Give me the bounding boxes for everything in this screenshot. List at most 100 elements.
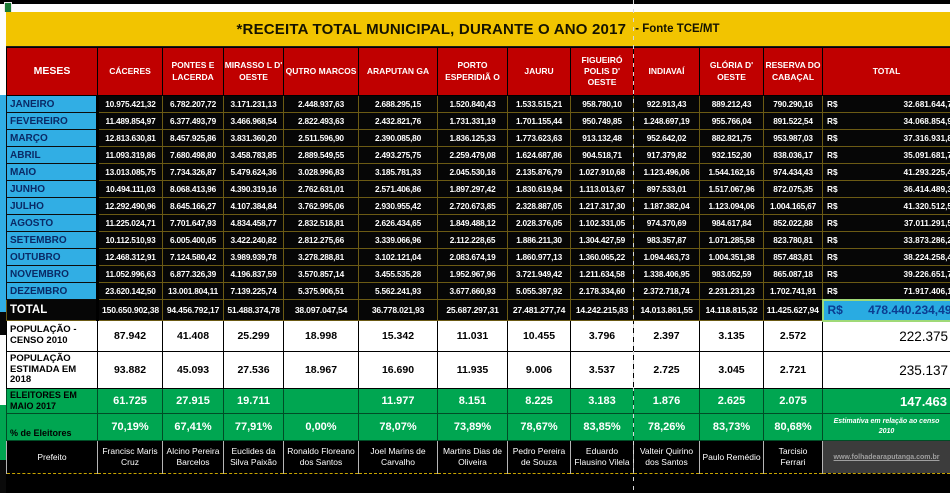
cell-junho-indiavai[interactable]: 897.533,01: [633, 180, 700, 198]
cell-population-2018-caceres[interactable]: 93.882: [97, 351, 163, 389]
cell-fevereiro-porto-esperidiao[interactable]: 1.731.331,19: [437, 112, 508, 130]
cell-agosto-indiavai[interactable]: 974.370,69: [633, 214, 700, 232]
cell-setembro-reserva-do-cabacal[interactable]: 823.780,81: [763, 231, 823, 249]
cell-agosto-reserva-do-cabacal[interactable]: 852.022,88: [763, 214, 823, 232]
cell-janeiro-jauru[interactable]: 1.533.515,21: [507, 95, 571, 113]
cell-fevereiro-indiavai[interactable]: 1.248.697,19: [633, 112, 700, 130]
cell-population-2010-indiavai[interactable]: 2.397: [633, 320, 700, 352]
cell-electors-gloria-d-oeste[interactable]: 2.625: [699, 388, 764, 414]
cell-total-caceres[interactable]: 150.650.902,38: [97, 299, 163, 321]
cell-outubro-mirassol-d-oeste[interactable]: 3.989.939,78: [223, 248, 284, 266]
cell-julho-caceres[interactable]: 12.292.490,96: [97, 197, 163, 215]
column-header-porto-esperidiao[interactable]: PORTO ESPERIDIÃ O: [437, 47, 508, 96]
cell-dezembro-indiavai[interactable]: 2.372.718,74: [633, 282, 700, 300]
cell-maio-total[interactable]: R$ 41.293.225,4: [822, 163, 950, 181]
cell-outubro-figueiropolis-d-oeste[interactable]: 1.360.065,22: [570, 248, 634, 266]
cell-janeiro-araputanga[interactable]: 2.688.295,15: [358, 95, 438, 113]
cell-junho-araputanga[interactable]: 2.571.406,86: [358, 180, 438, 198]
cell-novembro-indiavai[interactable]: 1.338.406,95: [633, 265, 700, 283]
cell-outubro-porto-esperidiao[interactable]: 2.083.674,19: [437, 248, 508, 266]
cell-dezembro-quatro-marcos[interactable]: 5.375.906,51: [283, 282, 359, 300]
cell-mayor-link[interactable]: www.folhadearaputanga.com.br: [822, 440, 950, 474]
month-label-dezembro[interactable]: DEZEMBRO: [6, 282, 99, 300]
cell-electors-figueiropolis-d-oeste[interactable]: 3.183: [570, 388, 634, 414]
cell-setembro-jauru[interactable]: 1.886.211,30: [507, 231, 571, 249]
cell-dezembro-caceres[interactable]: 23.620.142,50: [97, 282, 163, 300]
website-link[interactable]: www.folhadearaputanga.com.br: [833, 454, 940, 462]
cell-abril-mirassol-d-oeste[interactable]: 3.458.783,85: [223, 146, 284, 164]
column-header-total[interactable]: TOTAL: [822, 47, 950, 96]
cell-maio-mirassol-d-oeste[interactable]: 5.479.624,36: [223, 163, 284, 181]
cell-agosto-mirassol-d-oeste[interactable]: 4.834.458,77: [223, 214, 284, 232]
cell-maio-figueiropolis-d-oeste[interactable]: 1.027.910,68: [570, 163, 634, 181]
cell-total-quatro-marcos[interactable]: 38.097.047,54: [283, 299, 359, 321]
cell-electors-mirassol-d-oeste[interactable]: 19.711: [223, 388, 284, 414]
cell-electors-caceres[interactable]: 61.725: [97, 388, 163, 414]
cell-novembro-mirassol-d-oeste[interactable]: 4.196.837,59: [223, 265, 284, 283]
cell-janeiro-mirassol-d-oeste[interactable]: 3.171.231,13: [223, 95, 284, 113]
cell-fevereiro-quatro-marcos[interactable]: 2.822.493,63: [283, 112, 359, 130]
cell-novembro-araputanga[interactable]: 3.455.535,28: [358, 265, 438, 283]
cell-electors-reserva-do-cabacal[interactable]: 2.075: [763, 388, 823, 414]
cell-agosto-gloria-d-oeste[interactable]: 984.617,84: [699, 214, 764, 232]
cell-electors-pct-jauru[interactable]: 78,67%: [507, 413, 571, 441]
cell-electors-araputanga[interactable]: 11.977: [358, 388, 438, 414]
month-label-marco[interactable]: MARÇO: [6, 129, 99, 147]
cell-julho-total[interactable]: R$ 41.320.512,5: [822, 197, 950, 215]
cell-janeiro-figueiropolis-d-oeste[interactable]: 958.780,10: [570, 95, 634, 113]
cell-janeiro-total[interactable]: R$ 32.681.644,7: [822, 95, 950, 113]
column-header-indiavai[interactable]: INDIAVAÍ: [633, 47, 700, 96]
cell-marco-total[interactable]: R$ 37.316.931,8: [822, 129, 950, 147]
cell-setembro-figueiropolis-d-oeste[interactable]: 1.304.427,59: [570, 231, 634, 249]
cell-fevereiro-mirassol-d-oeste[interactable]: 3.466.968,54: [223, 112, 284, 130]
cell-marco-figueiropolis-d-oeste[interactable]: 913.132,48: [570, 129, 634, 147]
cell-total-indiavai[interactable]: 14.013.861,55: [633, 299, 700, 321]
cell-population-2018-pontes-e-lacerda[interactable]: 45.093: [162, 351, 224, 389]
cell-population-2010-total[interactable]: 222.375: [822, 320, 950, 352]
cell-novembro-gloria-d-oeste[interactable]: 983.052,59: [699, 265, 764, 283]
cell-dezembro-total[interactable]: R$ 71.917.406,1: [822, 282, 950, 300]
month-label-julho[interactable]: JULHO: [6, 197, 99, 215]
cell-electors-indiavai[interactable]: 1.876: [633, 388, 700, 414]
cell-janeiro-gloria-d-oeste[interactable]: 889.212,43: [699, 95, 764, 113]
cell-agosto-total[interactable]: R$ 37.011.291,5: [822, 214, 950, 232]
cell-setembro-total[interactable]: R$ 33.873.286,2: [822, 231, 950, 249]
cell-maio-araputanga[interactable]: 3.185.781,33: [358, 163, 438, 181]
cell-julho-gloria-d-oeste[interactable]: 1.123.094,06: [699, 197, 764, 215]
cell-total-figueiropolis-d-oeste[interactable]: 14.242.215,83: [570, 299, 634, 321]
cell-electors-pct-porto-esperidiao[interactable]: 73,89%: [437, 413, 508, 441]
cell-julho-quatro-marcos[interactable]: 3.762.995,06: [283, 197, 359, 215]
cell-population-2018-quatro-marcos[interactable]: 18.967: [283, 351, 359, 389]
cell-novembro-jauru[interactable]: 3.721.949,42: [507, 265, 571, 283]
total-row-label[interactable]: TOTAL: [6, 299, 99, 321]
cell-population-2010-jauru[interactable]: 10.455: [507, 320, 571, 352]
cell-novembro-quatro-marcos[interactable]: 3.570.857,14: [283, 265, 359, 283]
cell-outubro-jauru[interactable]: 1.860.977,13: [507, 248, 571, 266]
cell-agosto-porto-esperidiao[interactable]: 1.849.488,12: [437, 214, 508, 232]
cell-agosto-quatro-marcos[interactable]: 2.832.518,81: [283, 214, 359, 232]
cell-population-2018-gloria-d-oeste[interactable]: 3.045: [699, 351, 764, 389]
cell-junho-caceres[interactable]: 10.494.111,03: [97, 180, 163, 198]
cell-abril-pontes-e-lacerda[interactable]: 7.680.498,80: [162, 146, 224, 164]
column-header-pontes-e-lacerda[interactable]: PONTES E LACERDA: [162, 47, 224, 96]
cell-marco-gloria-d-oeste[interactable]: 882.821,75: [699, 129, 764, 147]
cell-total-pontes-e-lacerda[interactable]: 94.456.792,17: [162, 299, 224, 321]
cell-total-araputanga[interactable]: 36.778.021,93: [358, 299, 438, 321]
cell-julho-jauru[interactable]: 2.328.887,05: [507, 197, 571, 215]
cell-outubro-araputanga[interactable]: 3.102.121,04: [358, 248, 438, 266]
cell-novembro-total[interactable]: R$ 39.226.651,7: [822, 265, 950, 283]
cell-fevereiro-pontes-e-lacerda[interactable]: 6.377.493,79: [162, 112, 224, 130]
cell-abril-caceres[interactable]: 11.093.319,86: [97, 146, 163, 164]
cell-novembro-pontes-e-lacerda[interactable]: 6.877.326,39: [162, 265, 224, 283]
cell-electors-pct-caceres[interactable]: 70,19%: [97, 413, 163, 441]
cell-novembro-porto-esperidiao[interactable]: 1.952.967,96: [437, 265, 508, 283]
cell-dezembro-reserva-do-cabacal[interactable]: 1.702.741,91: [763, 282, 823, 300]
electors-label[interactable]: ELEITORES EM MAIO 2017: [6, 388, 98, 414]
cell-maio-indiavai[interactable]: 1.123.496,06: [633, 163, 700, 181]
cell-population-2018-araputanga[interactable]: 16.690: [358, 351, 438, 389]
cell-agosto-figueiropolis-d-oeste[interactable]: 1.102.331,05: [570, 214, 634, 232]
cell-population-2010-gloria-d-oeste[interactable]: 3.135: [699, 320, 764, 352]
cell-outubro-quatro-marcos[interactable]: 3.278.288,81: [283, 248, 359, 266]
cell-marco-caceres[interactable]: 12.813.630,81: [97, 129, 163, 147]
cell-marco-mirassol-d-oeste[interactable]: 3.831.360,20: [223, 129, 284, 147]
